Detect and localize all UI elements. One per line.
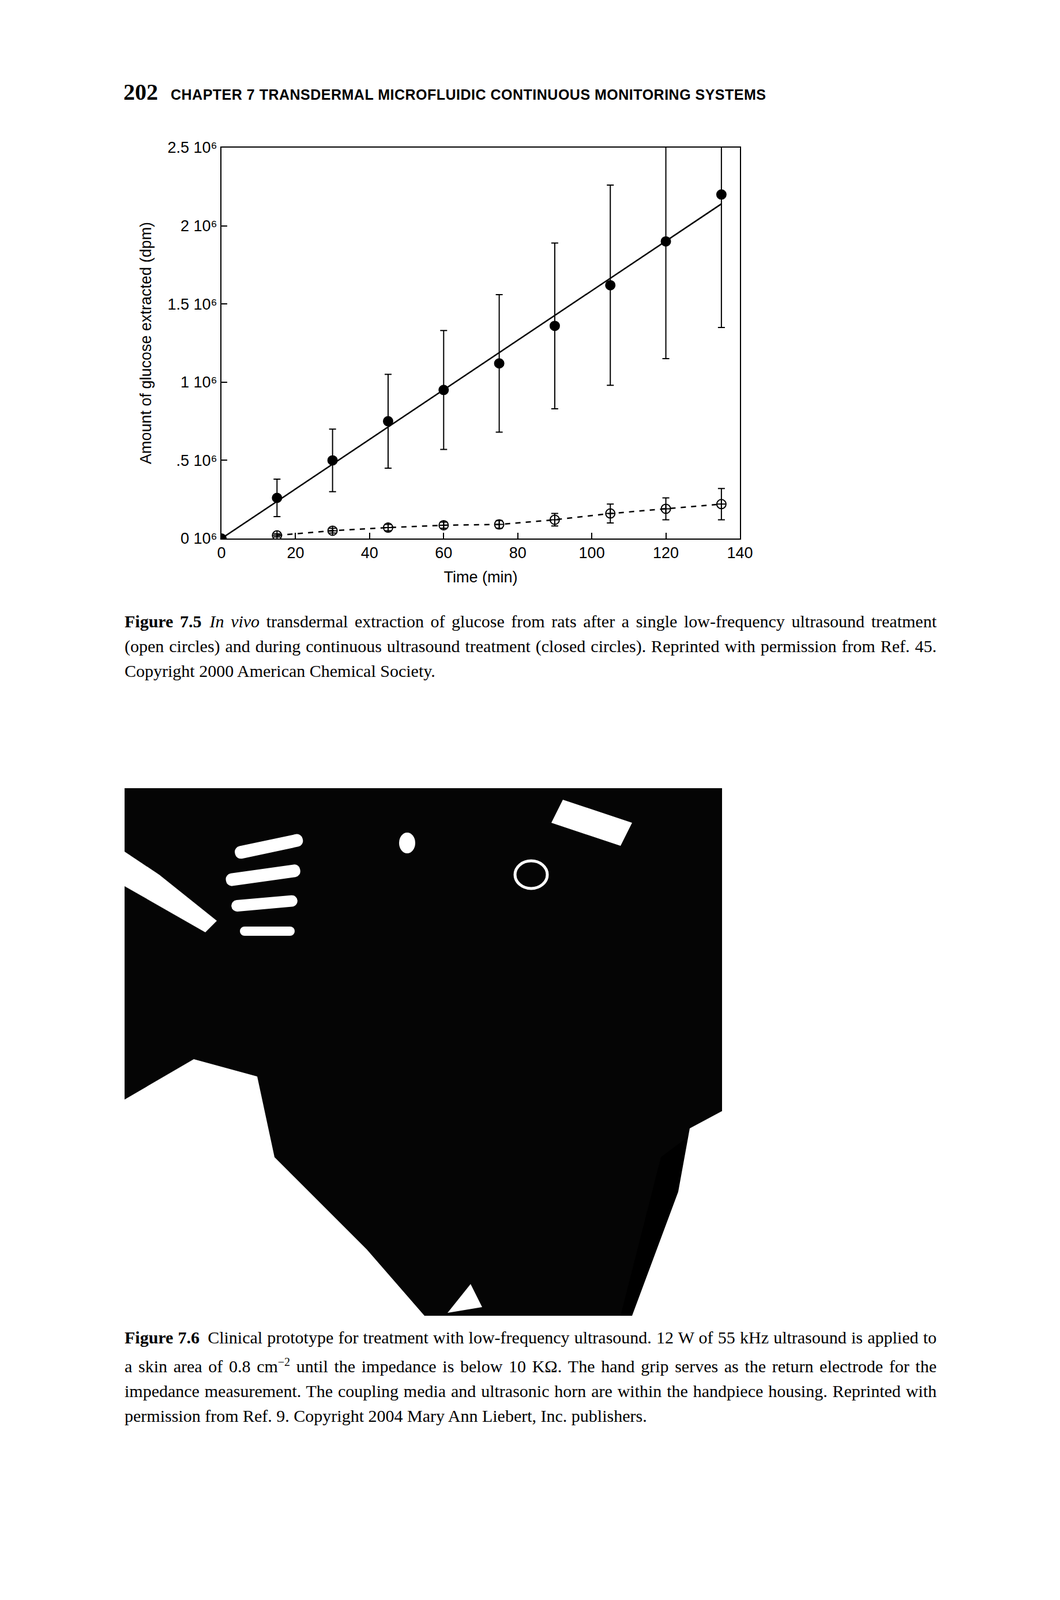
svg-text:140: 140 bbox=[726, 544, 753, 562]
svg-text:1.5 10⁶: 1.5 10⁶ bbox=[167, 295, 217, 314]
svg-text:2 10⁶: 2 10⁶ bbox=[180, 217, 218, 235]
svg-text:2.5 10⁶: 2.5 10⁶ bbox=[167, 138, 217, 157]
html-text:Figure 7.6: Figure 7.6 bbox=[124, 1328, 200, 1348]
svg-text:Time (min): Time (min) bbox=[444, 568, 518, 586]
svg-text:100: 100 bbox=[579, 544, 605, 562]
html-text:202: 202 bbox=[123, 79, 159, 105]
svg-text:1 10⁶: 1 10⁶ bbox=[180, 373, 218, 392]
html-text:In vivo transdermal extraction: In vivo transdermal extraction of glucos… bbox=[124, 611, 937, 681]
svg-text:0: 0 bbox=[216, 544, 226, 562]
svg-text:.5 10⁶: .5 10⁶ bbox=[175, 452, 217, 470]
svg-text:40: 40 bbox=[361, 544, 379, 562]
html-text:Clinical prototype for treatme: Clinical prototype for treatment with lo… bbox=[124, 1328, 937, 1426]
svg-text:Amount of glucose extracted (d: Amount of glucose extracted (dpm) bbox=[137, 222, 155, 465]
svg-text:80: 80 bbox=[509, 544, 527, 562]
html-text:Figure 7.5: Figure 7.5 bbox=[124, 611, 202, 631]
svg-text:120: 120 bbox=[652, 544, 679, 562]
svg-text:20: 20 bbox=[286, 544, 304, 562]
svg-text:60: 60 bbox=[434, 544, 453, 562]
html-text:CHAPTER 7 TRANSDERMAL MICROFLU: CHAPTER 7 TRANSDERMAL MICROFLUIDIC CONTI… bbox=[170, 86, 767, 103]
svg-text:0 10⁶: 0 10⁶ bbox=[180, 530, 218, 548]
